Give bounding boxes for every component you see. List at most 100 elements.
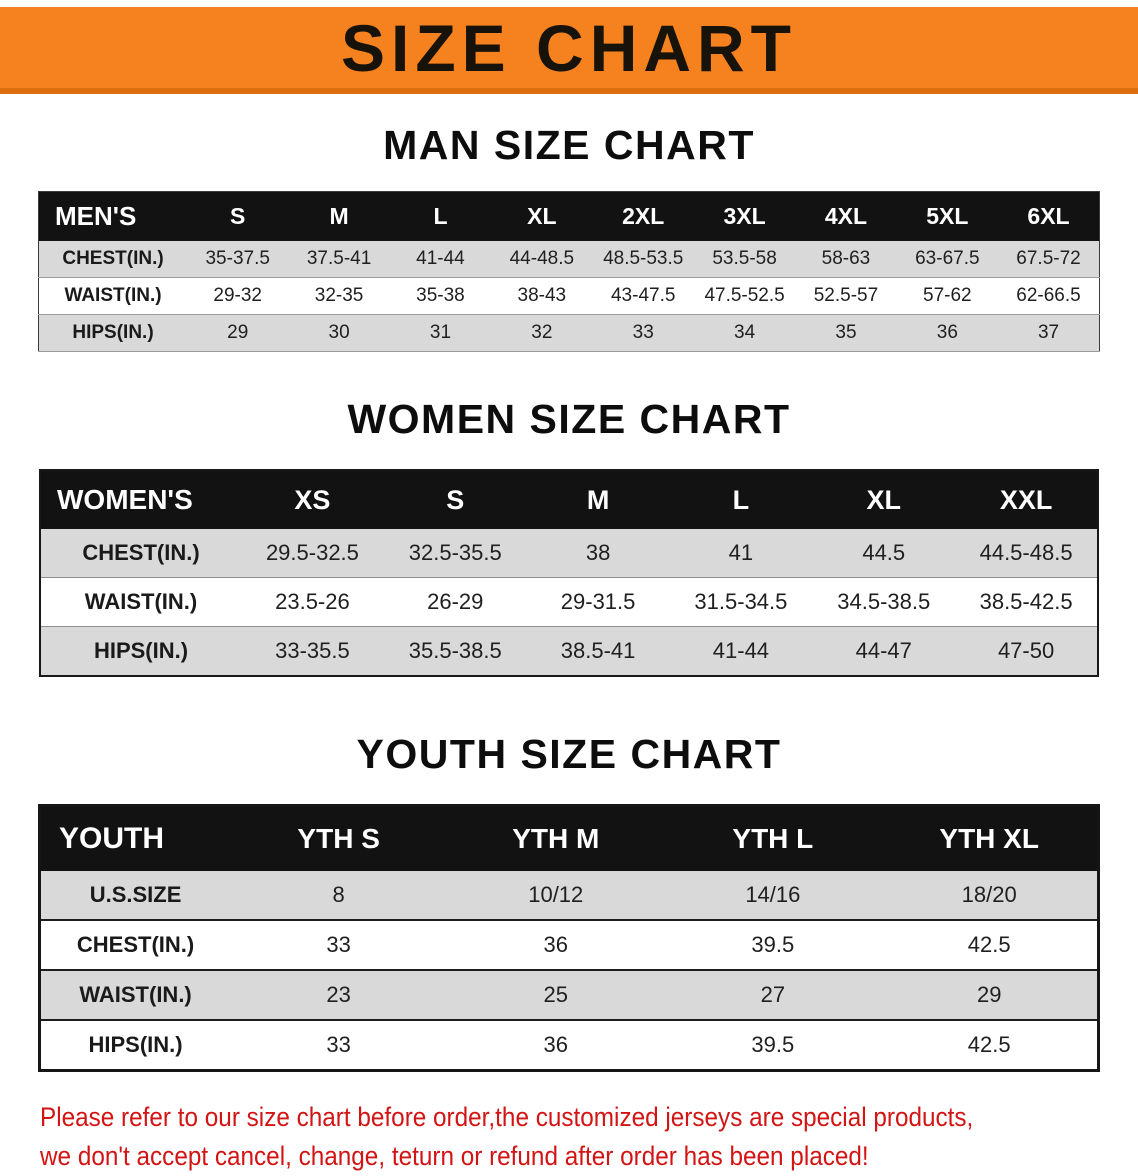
size-value: 53.5-58 — [712, 248, 777, 269]
size-value: 23.5-26 — [275, 589, 350, 614]
table-header-row: WOMEN'S XS S M L XL XXL — [40, 470, 1098, 529]
size-value: 57-62 — [923, 285, 972, 306]
size-column-header: 4XL — [795, 191, 897, 241]
size-column-header: 3XL — [693, 191, 796, 241]
size-value: 36 — [543, 932, 568, 957]
size-value: 37 — [1037, 322, 1060, 343]
size-value: 33 — [326, 1032, 351, 1057]
size-column-header: YTH M — [447, 805, 665, 871]
size-column-header: L — [389, 191, 492, 241]
size-value: 34.5-38.5 — [837, 589, 931, 614]
size-value: 37.5-41 — [306, 248, 372, 269]
size-value: 44.5-48.5 — [979, 540, 1073, 565]
size-value: 35 — [835, 322, 857, 343]
size-column-header: YTH L — [664, 805, 882, 871]
size-value: 41-44 — [416, 248, 465, 269]
size-value: 41 — [728, 540, 754, 565]
size-value: 29 — [976, 982, 1002, 1007]
table-title-cell: YOUTH — [39, 805, 231, 871]
measurement-row: WAIST(IN.) 23.5-26 26-29 29-31.5 31.5-34.5 34… — [40, 577, 1098, 627]
row-label: WAIST(IN.) — [79, 982, 192, 1007]
size-value: 47-50 — [997, 638, 1055, 663]
size-value: 18/20 — [961, 882, 1017, 907]
measurement-row: HIPS(IN.) 33 36 39.5 42.5 — [39, 1020, 1099, 1071]
size-value: 8 — [332, 882, 345, 907]
page-title: SIZE CHART — [341, 10, 797, 85]
size-value: 25 — [543, 982, 568, 1007]
size-value: 29 — [227, 322, 249, 343]
size-column-header: 6XL — [998, 191, 1100, 241]
size-value: 29-31.5 — [560, 589, 636, 614]
youth-size-chart-title: YOUTH SIZE CHART — [356, 731, 782, 777]
man-size-chart-title: MAN SIZE CHART — [383, 122, 755, 168]
size-column-header: XL — [491, 191, 593, 241]
size-column-header: M — [526, 470, 670, 529]
size-value: 26-29 — [427, 589, 484, 614]
size-value: 44.5 — [862, 540, 906, 565]
size-value: 35-38 — [416, 285, 465, 306]
youth-size-table: YOUTH YTH S YTH M YTH L YTH XL U.S.SIZE 8 10/12… — [38, 804, 1100, 1072]
size-value: 36 — [543, 1032, 568, 1057]
size-chart-page: SIZE CHART MAN SIZE CHART MEN'S S M L XL 2XL 3… — [0, 7, 1138, 1176]
size-column-header: L — [669, 470, 813, 529]
row-label: HIPS(IN.) — [88, 1032, 183, 1057]
size-value: 43-47.5 — [610, 285, 676, 306]
size-column-header: YTH XL — [881, 805, 1099, 871]
size-value: 29.5-32.5 — [265, 540, 359, 565]
size-column-header: XXL — [955, 470, 1098, 529]
measurement-row: WAIST(IN.) 23 25 27 29 — [39, 970, 1099, 1020]
size-column-header: 2XL — [592, 191, 694, 241]
size-value: 58-63 — [821, 248, 871, 269]
size-column-header: S — [383, 470, 527, 529]
size-value: 67.5-72 — [1016, 248, 1081, 269]
disclaimer-text: Please refer to our size chart before or… — [40, 1098, 1138, 1176]
size-column-header: S — [187, 191, 289, 241]
measurement-row: CHEST(IN.) 35-37.5 37.5-41 41-44 44-48.5 48.5… — [38, 241, 1100, 278]
measurement-row: WAIST(IN.) 29-32 32-35 35-38 38-43 43-47.5 47.… — [38, 277, 1100, 315]
size-value: 38.5-41 — [560, 638, 636, 663]
row-label: CHEST(IN.) — [62, 248, 164, 269]
row-label: WAIST(IN.) — [84, 589, 198, 614]
size-value: 31.5-34.5 — [694, 589, 788, 614]
size-column-header: YTH S — [230, 805, 448, 871]
size-value: 38-43 — [517, 285, 567, 306]
size-column-header: XL — [812, 470, 956, 529]
measurement-row: CHEST(IN.) 29.5-32.5 32.5-35.5 38 41 44.5 44.5… — [40, 529, 1098, 578]
size-value: 30 — [328, 322, 350, 343]
row-label: WAIST(IN.) — [64, 285, 162, 306]
row-label: U.S.SIZE — [89, 882, 182, 907]
women-size-table: WOMEN'S XS S M L XL XXL CHEST(IN.) 29.5-32.5 32.5… — [39, 469, 1099, 677]
size-column-header: 5XL — [896, 191, 999, 241]
size-value: 63-67.5 — [915, 248, 980, 269]
size-value: 31 — [429, 322, 452, 343]
row-label: CHEST(IN.) — [76, 932, 195, 957]
measurement-row: HIPS(IN.) 33-35.5 35.5-38.5 38.5-41 41-44 44-… — [40, 626, 1098, 676]
table-title-cell: MEN'S — [38, 191, 188, 241]
measurement-row: HIPS(IN.) 29 30 31 32 33 34 35 36 37 — [38, 314, 1100, 352]
row-label: CHEST(IN.) — [82, 540, 200, 565]
size-value: 42.5 — [967, 1032, 1011, 1057]
size-value: 47.5-52.5 — [704, 285, 785, 306]
disclaimer-line2: we don't accept cancel, change, teturn o… — [40, 1141, 869, 1172]
size-value: 39.5 — [751, 1032, 795, 1057]
size-value: 32 — [531, 322, 553, 343]
size-value: 39.5 — [751, 932, 795, 957]
size-value: 32-35 — [314, 285, 364, 306]
size-value: 10/12 — [528, 882, 584, 907]
size-value: 42.5 — [967, 932, 1011, 957]
table-header-row: MEN'S S M L XL 2XL 3XL 4XL 5XL 6XL — [38, 191, 1100, 241]
size-value: 35-37.5 — [205, 248, 270, 269]
size-value: 23 — [326, 982, 351, 1007]
size-value: 33-35.5 — [275, 638, 350, 663]
size-value: 41-44 — [712, 638, 770, 663]
table-title-cell: WOMEN'S — [40, 470, 242, 529]
size-value: 33 — [632, 322, 654, 343]
size-value: 44-48.5 — [509, 248, 575, 269]
row-label: HIPS(IN.) — [93, 638, 189, 663]
size-value: 38 — [585, 540, 611, 565]
disclaimer-line1: Please refer to our size chart before or… — [40, 1102, 974, 1132]
size-value: 14/16 — [745, 882, 801, 907]
size-value: 52.5-57 — [813, 285, 879, 306]
size-value: 29-32 — [213, 285, 263, 306]
banner: SIZE CHART — [0, 7, 1138, 94]
